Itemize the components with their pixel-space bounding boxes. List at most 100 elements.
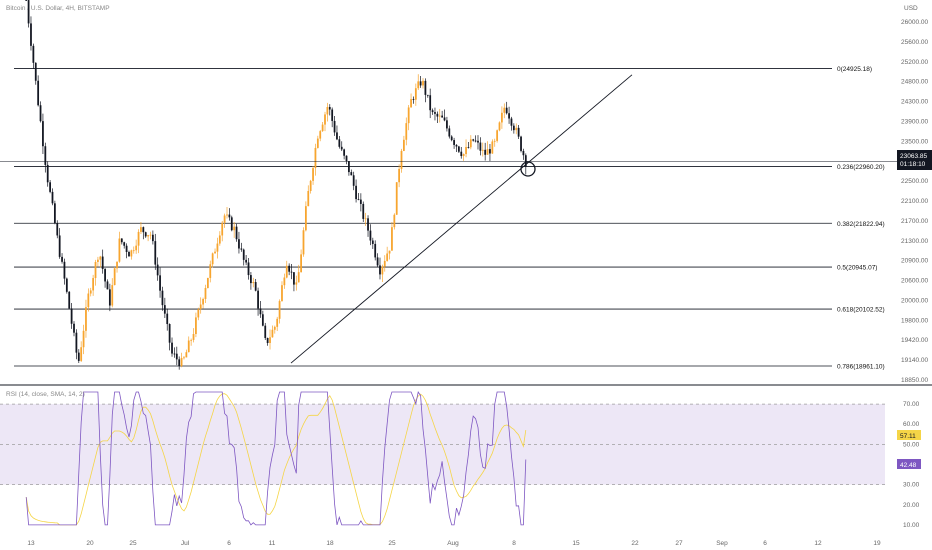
candle-body <box>290 271 293 273</box>
candle-body <box>120 238 123 243</box>
candle-body <box>369 230 372 241</box>
candle-body <box>218 235 221 244</box>
candle-body <box>472 139 475 141</box>
candle-body <box>221 222 224 236</box>
price-tick-label: 23500.00 <box>901 138 928 145</box>
candle-body <box>245 259 248 263</box>
candle-body <box>424 80 427 95</box>
candle-body <box>137 231 140 246</box>
price-tick-label: 22500.00 <box>901 178 928 185</box>
time-tick-label: 6 <box>227 540 231 547</box>
candle-body <box>118 238 121 262</box>
trendline-touch-marker[interactable] <box>520 161 536 177</box>
candle-body <box>388 250 391 254</box>
candle-body <box>524 155 527 167</box>
candle-body <box>32 45 35 63</box>
candle-body <box>302 230 305 255</box>
fib-level-label: 0.382(21822.94) <box>837 221 885 228</box>
candle-body <box>441 115 444 118</box>
candle-body <box>405 123 408 140</box>
candle-body <box>371 240 374 244</box>
candle-body <box>128 251 130 257</box>
price-tick-label: 19800.00 <box>901 317 928 324</box>
candle-body <box>154 241 157 265</box>
candle-body <box>30 23 32 46</box>
candle-body <box>352 175 355 186</box>
candle-body <box>297 272 300 283</box>
candle-body <box>259 308 262 315</box>
candle-body <box>410 99 412 108</box>
candle-body <box>171 342 173 354</box>
price-tick-label: 20600.00 <box>901 278 928 285</box>
candle-body <box>316 138 319 148</box>
candle-body <box>381 266 384 275</box>
candle-body <box>264 325 267 339</box>
price-tick-label: 18850.00 <box>901 377 928 384</box>
time-tick-label: 18 <box>326 540 334 547</box>
price-tick-label: 25200.00 <box>901 59 928 66</box>
candle-body <box>140 227 142 232</box>
price-pane[interactable]: 0(24925.18) 0.236(22960.20) 0.382(21822.94… <box>0 0 897 370</box>
candle-body <box>49 182 51 192</box>
candle-body <box>230 217 233 231</box>
time-tick-label: 13 <box>27 540 35 547</box>
candle-body <box>324 114 326 125</box>
candle-body <box>166 313 169 325</box>
candle-body <box>37 80 40 106</box>
fib-level-label: 0.618(20102.52) <box>837 307 885 314</box>
candle-body <box>269 337 271 344</box>
candle-body <box>202 298 204 305</box>
rsi-ma-value: 57.11 <box>900 433 916 440</box>
current-price-label: 23063.85 <box>900 153 927 160</box>
candle-body <box>142 227 145 233</box>
candle-body <box>61 256 63 262</box>
candle-body <box>195 317 197 335</box>
candle-body <box>321 124 324 132</box>
candle-body <box>68 291 71 309</box>
candle-body <box>240 248 243 250</box>
candle-body <box>338 139 341 147</box>
candle-body <box>443 117 446 121</box>
candle-body <box>108 289 111 306</box>
candle-body <box>123 242 126 246</box>
candle-body <box>99 256 102 260</box>
candle-body <box>386 253 389 261</box>
time-tick-label: 27 <box>675 540 683 547</box>
candle-body <box>489 149 491 154</box>
symbol-title[interactable]: Bitcoin / U.S. Dollar, 4H, BITSTAMP <box>6 5 110 12</box>
trendline[interactable] <box>290 74 633 364</box>
candle-body <box>496 130 499 141</box>
candle-body <box>340 146 343 150</box>
candle-body <box>391 227 393 251</box>
candle-body <box>407 107 410 124</box>
candle-body <box>398 168 401 183</box>
candle-body <box>515 127 518 131</box>
candle-body <box>192 334 195 340</box>
candle-body <box>319 131 322 139</box>
candle-body <box>520 136 522 151</box>
candle-body <box>132 250 135 252</box>
candle-body <box>510 118 513 126</box>
rsi-pane[interactable] <box>0 390 885 526</box>
candle-body <box>190 339 193 341</box>
rsi-legend[interactable]: RSI (14, close, SMA, 14, 2) <box>6 391 85 398</box>
time-tick-label: 19 <box>873 540 881 547</box>
candle-body <box>414 88 417 100</box>
candle-body <box>328 107 331 110</box>
candle-body <box>460 151 463 157</box>
candle-body <box>491 141 494 154</box>
time-axis[interactable]: 13 20 25 Jul 6 11 18 25 Aug 8 15 22 27 Sep 6 12 19 <box>27 540 881 547</box>
candle-body <box>135 245 138 251</box>
candle-body <box>53 203 56 224</box>
candle-body <box>419 81 422 86</box>
price-tick-label: 25600.00 <box>901 39 928 46</box>
rsi-ma-badge-bg <box>897 430 921 440</box>
price-tick-label: 19420.00 <box>901 337 928 344</box>
candle-body <box>522 150 525 156</box>
candle-body <box>350 172 353 176</box>
candle-body <box>159 275 161 291</box>
candle-body <box>147 235 150 237</box>
candle-body <box>144 232 147 237</box>
candle-body <box>503 107 506 113</box>
